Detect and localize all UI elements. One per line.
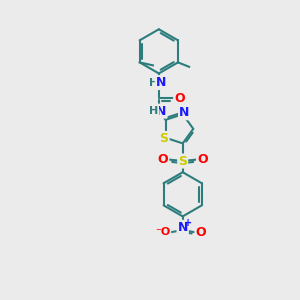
Text: N: N [178, 221, 188, 234]
Text: O: O [195, 226, 206, 239]
Text: H: H [149, 106, 158, 116]
Text: N: N [156, 105, 166, 118]
Text: S: S [178, 154, 187, 167]
Text: O: O [158, 153, 168, 166]
Text: +: + [184, 218, 192, 229]
Text: H: H [149, 78, 158, 88]
Text: N: N [179, 106, 189, 119]
Text: N: N [156, 76, 166, 89]
Text: O: O [174, 92, 185, 105]
Text: S: S [160, 132, 169, 145]
Text: ⁻O: ⁻O [155, 227, 170, 237]
Text: O: O [197, 153, 208, 166]
